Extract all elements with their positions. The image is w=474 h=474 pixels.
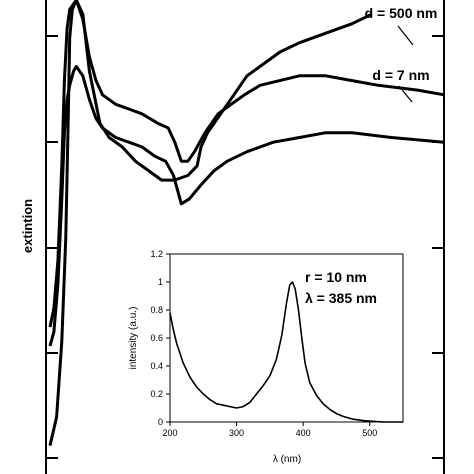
inset-annotation-wavelength: λ = 385 nm [305,290,377,306]
inset-x-tick-label-3: 500 [362,428,377,438]
inset-x-tick-label-1: 300 [229,428,244,438]
inset-y-tick-label-5: 1 [158,277,163,287]
inset-y-tick-label-2: 0.4 [150,361,163,371]
main-y-axis-label: extintion [20,199,35,253]
inset-y-tick-label-6: 1.2 [150,249,163,259]
inset-y-tick-label-1: 0.2 [150,389,163,399]
inset-y-tick-label-4: 0.8 [150,305,163,315]
inset-frame [169,253,404,423]
inset-plot: 200 300 400 500 0 0.2 0.4 0.6 0.8 1 1.2 λ (nm) int… [128,249,404,465]
inset-x-tick-label-0: 200 [162,428,177,438]
inset-series-line-0 [169,281,403,423]
inset-curves [169,281,403,423]
curve-label-d7: d = 7 nm [372,67,429,83]
main-curves [48,0,445,446]
curve-label-d500: d = 500 nm [365,5,438,21]
inset-y-axis-label: intensity (a.u.) [128,307,139,370]
curve-label-d500-pointer [397,25,414,46]
inset-x-tick-label-2: 400 [296,428,311,438]
main-ticks [46,35,444,459]
main-series-line-0 [48,0,373,446]
inset-ticks: 200 300 400 500 0 0.2 0.4 0.6 0.8 1 1.2 [150,249,377,438]
inset-annotation-radius: r = 10 nm [305,269,367,285]
inset-y-tick-label-0: 0 [158,417,163,427]
curve-label-d7-pointer [398,85,413,103]
main-series-line-2 [48,64,445,347]
inset-x-axis-label: λ (nm) [273,454,301,465]
main-plot: extintion d = 500 nm d = 7 nm [20,0,445,474]
main-series-line-1 [48,0,445,328]
inset-y-tick-label-3: 0.6 [150,333,163,343]
